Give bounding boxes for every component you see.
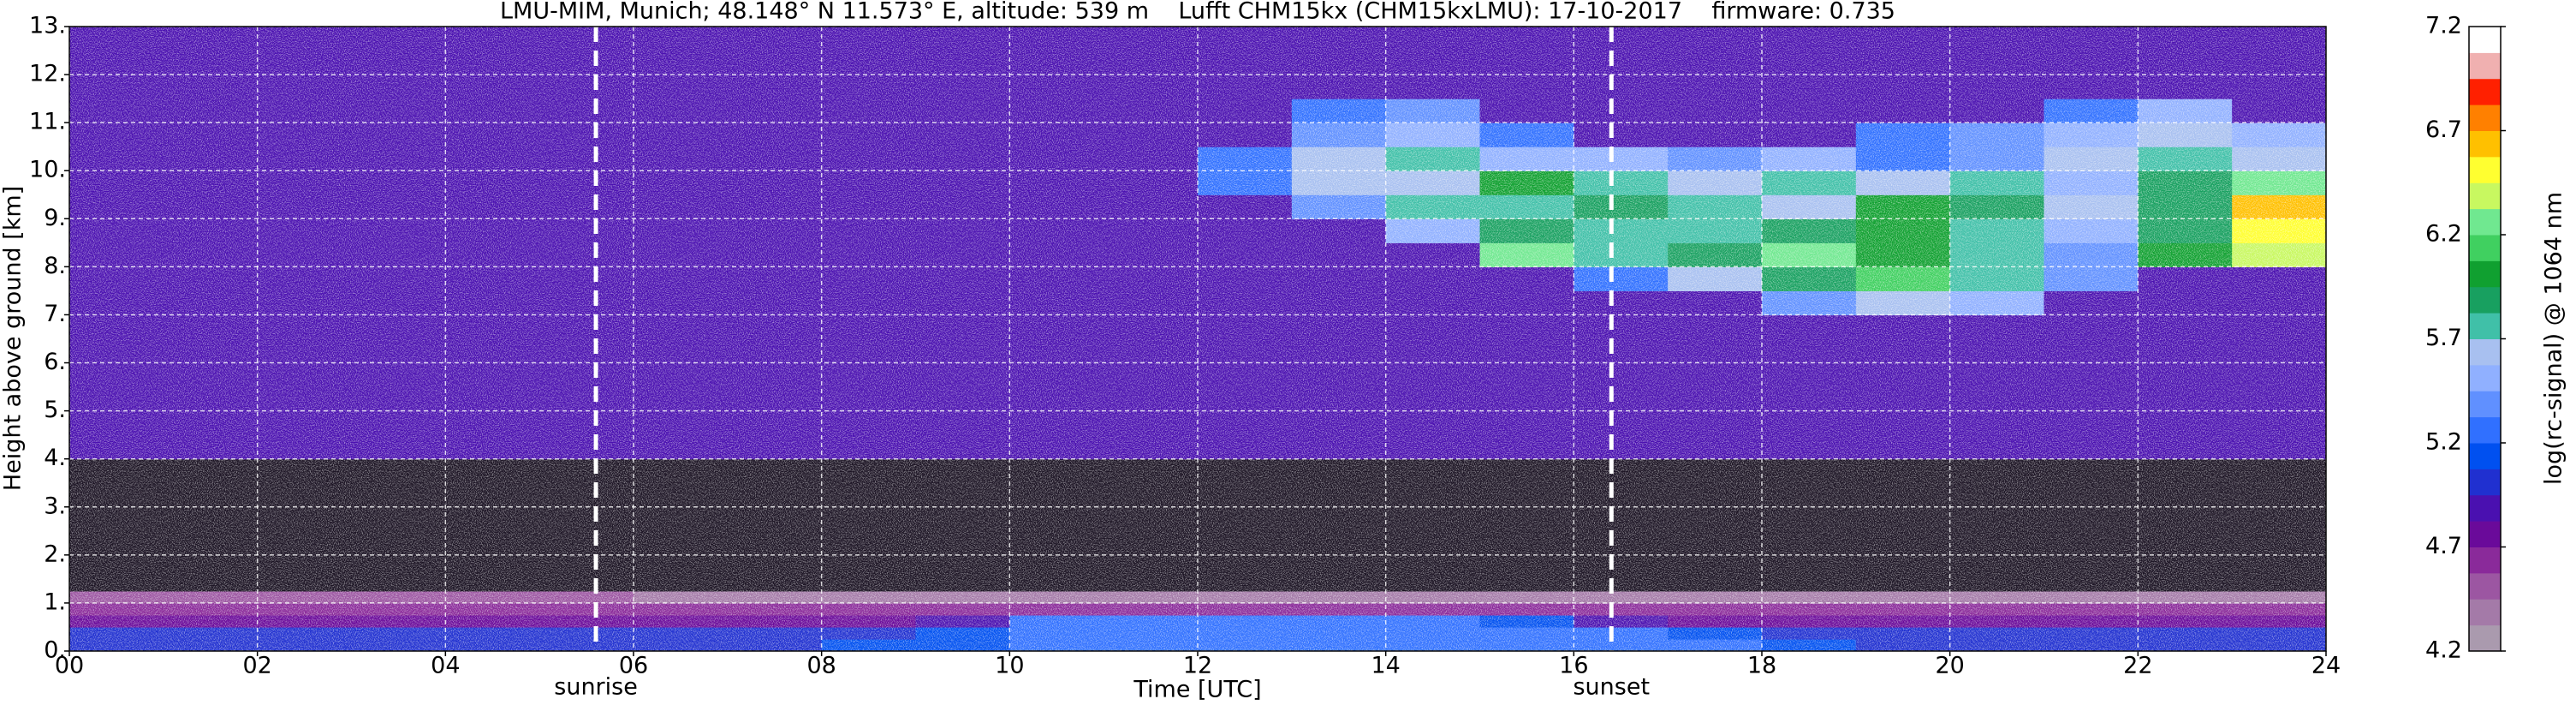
y-tick-label: 6.	[44, 349, 66, 375]
colorbar-band	[2469, 78, 2501, 105]
colorbar-band	[2469, 624, 2501, 652]
colorbar-band	[2469, 599, 2501, 626]
y-tick-label: 7.	[44, 301, 66, 327]
y-tick-label: 4.	[44, 445, 66, 471]
y-tick-label: 13.	[29, 13, 66, 39]
x-tick-label: 12	[1183, 653, 1212, 679]
x-tick-label: 06	[619, 653, 648, 679]
y-tick-label: 2.	[44, 541, 66, 567]
colorbar-band	[2469, 443, 2501, 469]
plot-frame	[68, 26, 2327, 652]
colorbar-band	[2469, 52, 2501, 80]
colorbar-band	[2469, 208, 2501, 236]
y-tick-label: 0.	[44, 637, 66, 664]
y-tick-label: 8.	[44, 253, 66, 279]
colorbar-band	[2469, 235, 2501, 261]
x-tick-label: 22	[2123, 653, 2152, 679]
y-tick-label: 9.	[44, 205, 66, 231]
chart-title: LMU-MIM, Munich; 48.148° N 11.573° E, al…	[500, 0, 1895, 25]
colorbar-band	[2469, 286, 2501, 314]
colorbar-tick-label: 5.2	[2425, 429, 2462, 456]
x-tick-label: 18	[1747, 653, 1776, 679]
y-tick-label: 11.	[29, 109, 66, 135]
x-tick-label: 04	[431, 653, 460, 679]
x-tick-label: 14	[1371, 653, 1400, 679]
y-tick-label: 10.	[29, 157, 66, 183]
colorbar-band	[2469, 572, 2501, 600]
colorbar-band	[2469, 130, 2501, 158]
colorbar-tick-label: 4.2	[2425, 637, 2462, 664]
colorbar-band	[2469, 260, 2501, 288]
annotation-label: sunset	[1573, 674, 1650, 701]
x-tick-label: 00	[55, 653, 84, 679]
colorbar-tick-label: 6.7	[2425, 117, 2462, 143]
y-tick-label: 12.	[29, 61, 66, 87]
x-tick-label: 02	[242, 653, 271, 679]
colorbar-band	[2469, 182, 2501, 210]
colorbar-band	[2469, 313, 2501, 339]
colorbar-band	[2469, 364, 2501, 391]
colorbar-band	[2469, 105, 2501, 131]
colorbar-band	[2469, 521, 2501, 547]
colorbar-band	[2469, 391, 2501, 418]
colorbar-band	[2469, 469, 2501, 496]
annotation-label: sunrise	[554, 674, 638, 701]
x-tick-label: 08	[806, 653, 836, 679]
colorbar-band	[2469, 338, 2501, 366]
y-tick-label: 3.	[44, 493, 66, 519]
y-tick-label: 1.	[44, 589, 66, 615]
x-tick-label: 10	[995, 653, 1024, 679]
colorbar-tick-label: 7.2	[2425, 13, 2462, 39]
colorbar-tick-label: 4.7	[2425, 533, 2462, 559]
x-tick-label: 24	[2311, 653, 2341, 679]
colorbar-band	[2469, 494, 2501, 522]
x-tick-label: 20	[1935, 653, 1964, 679]
x-axis-label: Time [UTC]	[1133, 677, 1261, 703]
colorbar-band	[2469, 547, 2501, 574]
colorbar-band	[2469, 156, 2501, 183]
colorbar-band	[2469, 416, 2501, 444]
x-tick-label: 16	[1559, 653, 1588, 679]
colorbar-label: log(rc-signal) @ 1064 nm	[2541, 192, 2567, 485]
colorbar-tick-label: 6.2	[2425, 221, 2462, 248]
colorbar-band	[2469, 27, 2501, 53]
y-axis-label: Height above ground [km]	[0, 186, 27, 491]
colorbar-tick-label: 5.7	[2425, 325, 2462, 351]
y-tick-label: 5.	[44, 397, 66, 423]
